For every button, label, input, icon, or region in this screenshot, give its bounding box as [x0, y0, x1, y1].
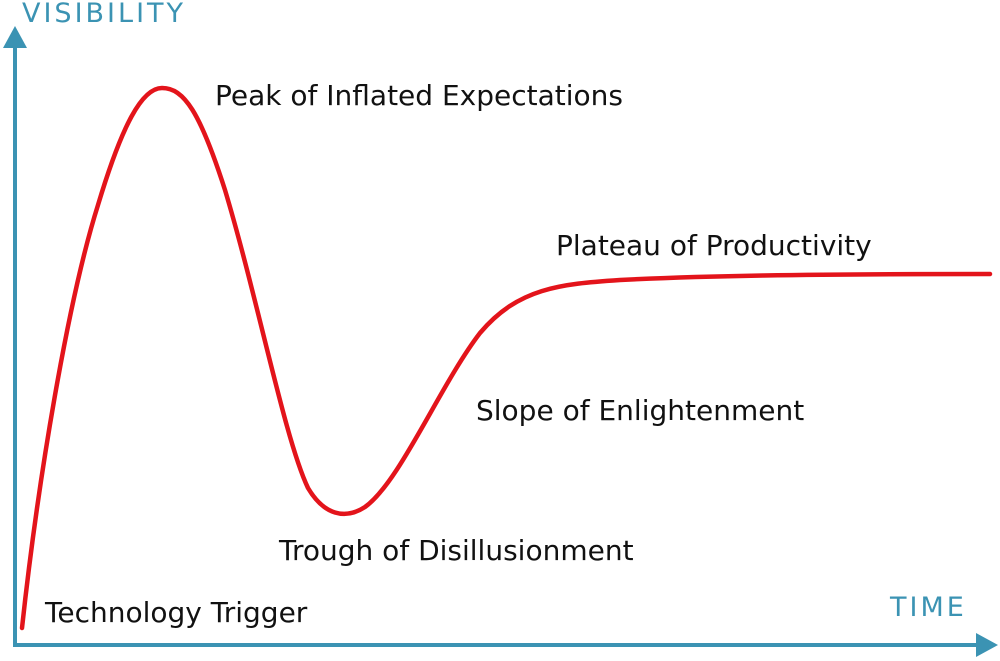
x-axis-label: TIME — [889, 592, 967, 623]
phase-label: Peak of Inflated Expectations — [215, 79, 623, 112]
phase-label: Plateau of Productivity — [556, 229, 872, 262]
phase-label: Technology Trigger — [44, 596, 308, 629]
phase-label: Slope of Enlightenment — [476, 394, 804, 427]
phase-label: Trough of Disillusionment — [278, 534, 634, 567]
hype-curve — [19, 85, 993, 631]
axes — [3, 26, 998, 657]
x-arrow — [976, 633, 998, 657]
y-axis-label: VISIBILITY — [22, 0, 186, 29]
y-arrow — [3, 26, 27, 48]
